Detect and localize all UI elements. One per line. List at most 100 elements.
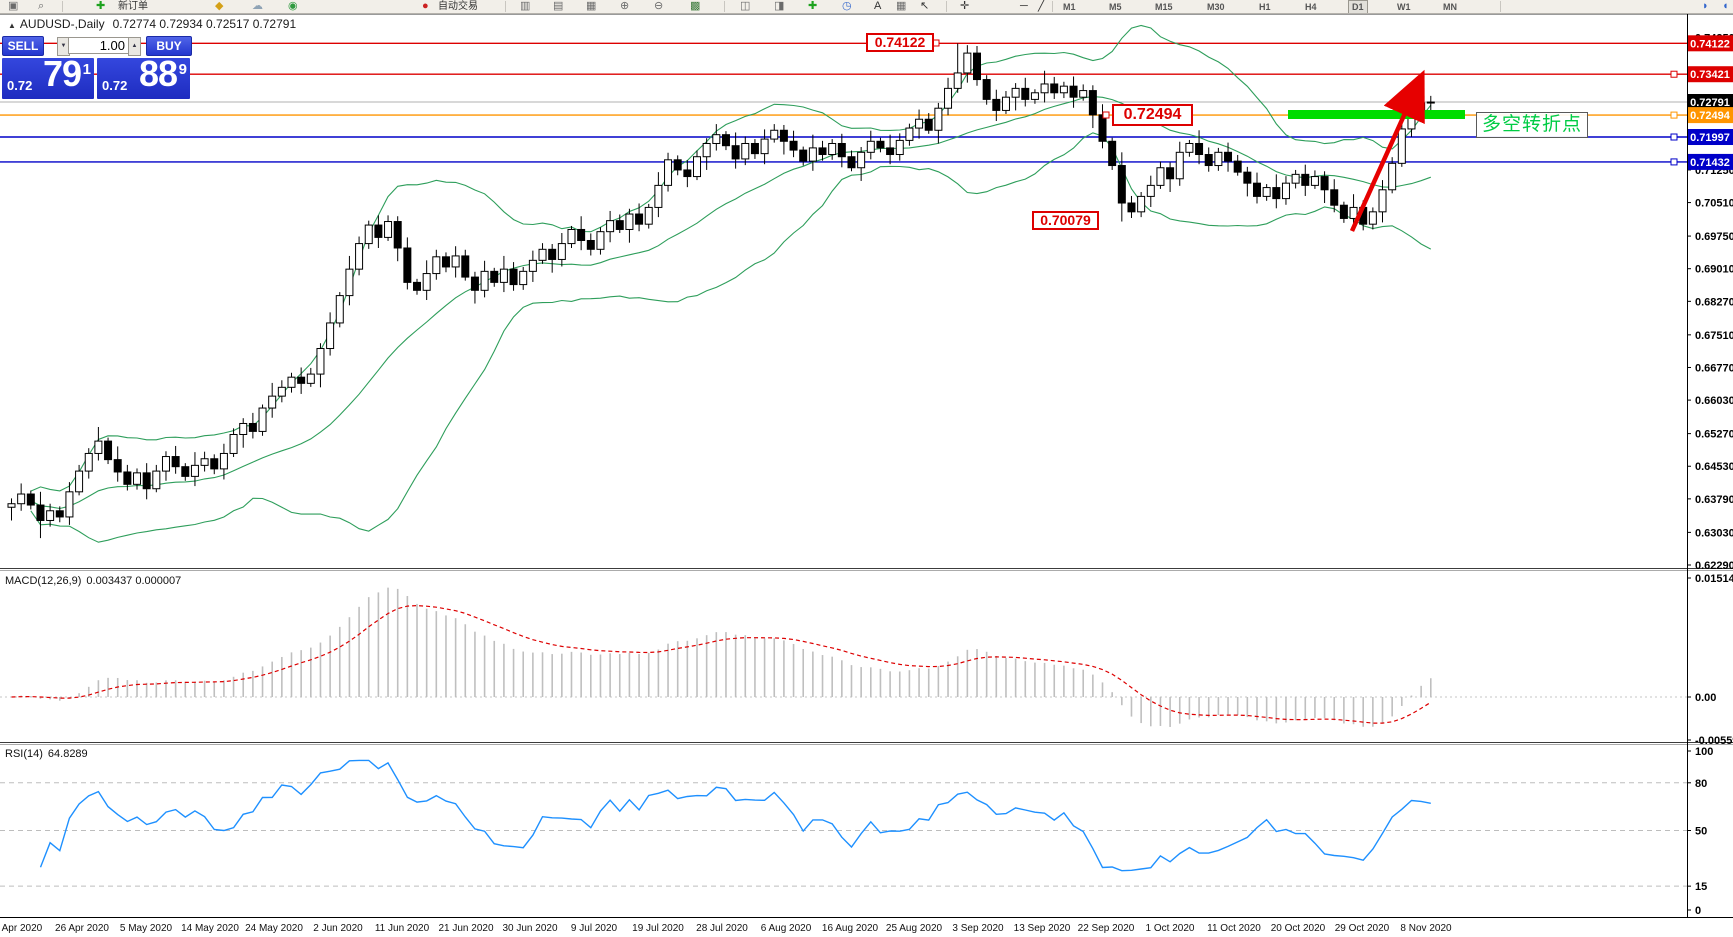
candle-body: [1175, 151, 1184, 180]
buy-button[interactable]: BUY: [146, 36, 192, 56]
candle-body: [693, 156, 702, 178]
candle-chart-type-icon[interactable]: ▤: [553, 0, 564, 12]
candle-body: [1059, 85, 1068, 94]
timeframe-button-d1[interactable]: D1: [1348, 0, 1368, 13]
volume-increase-button[interactable]: ▲: [128, 37, 141, 56]
autotrading-button[interactable]: 自动交易: [438, 1, 478, 12]
price-badge: [1688, 107, 1733, 124]
price-tick-label: 0.66770: [1695, 362, 1733, 374]
line-handle[interactable]: [1670, 158, 1678, 166]
market-depth-icon[interactable]: ◆: [215, 0, 224, 12]
line-handle[interactable]: [1102, 111, 1110, 119]
add-indicator-icon[interactable]: ✚: [808, 0, 818, 12]
rsi-name: RSI(14): [5, 748, 43, 760]
candle-body: [441, 256, 450, 268]
timeframe-button-m30[interactable]: M30: [1207, 2, 1225, 12]
buy-price-panel[interactable]: 0.72 88 9: [97, 53, 190, 99]
chat-icon[interactable]: ◖: [1722, 0, 1729, 12]
timeframe-button-mn[interactable]: MN: [1443, 2, 1457, 12]
support-zone-rectangle[interactable]: [1288, 110, 1465, 119]
hline-tool-icon[interactable]: ─: [1020, 0, 1028, 12]
web-terminal-icon[interactable]: ◉: [288, 0, 298, 12]
candle-body: [1088, 90, 1097, 116]
ohlc-values: 0.72774 0.72934 0.72517 0.72791: [112, 17, 297, 31]
text-tool-icon[interactable]: A: [874, 0, 882, 12]
candle-body: [335, 295, 344, 324]
candle-body: [355, 243, 364, 270]
candle-body: [490, 270, 499, 283]
line-handle[interactable]: [1670, 111, 1678, 119]
date-tick-label: 6 Aug 2020: [761, 923, 812, 934]
turning-point-note[interactable]: 多空转折点: [1476, 112, 1588, 138]
crosshair-icon[interactable]: ✛: [960, 0, 970, 12]
sell-price-panel[interactable]: 0.72 79 1: [2, 53, 94, 99]
period-icon[interactable]: ◷: [842, 0, 852, 12]
timeframe-button-h1[interactable]: H1: [1259, 2, 1271, 12]
candle-body: [161, 456, 170, 472]
candle-body: [712, 134, 721, 144]
indicators-icon[interactable]: ▩: [690, 0, 701, 12]
candle-body: [750, 142, 759, 155]
date-tick-label: 6 Apr 2020: [0, 923, 43, 934]
line-chart-type-icon[interactable]: ▦: [586, 0, 597, 12]
candle-body: [963, 52, 972, 74]
new-order-icon[interactable]: ✚: [96, 0, 106, 12]
sell-button[interactable]: SELL: [2, 36, 44, 56]
date-tick-label: 24 May 2020: [245, 923, 303, 934]
new-order-button[interactable]: 新订单: [118, 1, 148, 12]
new-chart-icon[interactable]: ▣: [8, 0, 19, 12]
timeframe-button-m5[interactable]: M5: [1109, 2, 1122, 12]
candle-body: [26, 493, 35, 506]
grid-icon[interactable]: ▦: [896, 0, 907, 12]
candle-body: [384, 221, 393, 238]
candle-body: [1021, 87, 1030, 100]
candle-body: [818, 147, 827, 156]
date-tick-label: 13 Sep 2020: [1014, 923, 1071, 934]
cascade-windows-icon[interactable]: ◨: [774, 0, 785, 12]
candle-body: [1146, 184, 1155, 197]
price-tick-label: 0.66030: [1695, 395, 1733, 407]
cursor-icon[interactable]: ↖: [920, 0, 930, 12]
zoom-in-icon[interactable]: ⊕: [620, 0, 630, 12]
zoom-out-icon[interactable]: ⊖: [654, 0, 664, 12]
candle-body: [567, 228, 576, 245]
date-tick-label: 20 Oct 2020: [1271, 923, 1326, 934]
price-tick-label: 0.69750: [1695, 231, 1733, 243]
price-tick-label: 0.70510: [1695, 198, 1733, 210]
cloud-icon[interactable]: ☁: [252, 0, 263, 12]
timeframe-button-w1[interactable]: W1: [1397, 2, 1411, 12]
toolbar-separator: [1500, 1, 1501, 12]
price-badge-label: 0.71997: [1690, 132, 1730, 144]
pivot-price-label[interactable]: 0.72494: [1112, 104, 1193, 126]
bullish-arrow[interactable]: [1349, 69, 1425, 232]
low-price-label[interactable]: 0.70079: [1032, 211, 1099, 230]
timeframe-button-h4[interactable]: H4: [1305, 2, 1317, 12]
candle-body: [1388, 162, 1397, 191]
candle-body: [770, 129, 779, 140]
collapse-icon[interactable]: ▲: [8, 21, 16, 30]
high-price-label[interactable]: 0.74122: [866, 33, 934, 52]
candle-body: [36, 504, 45, 521]
autotrading-icon[interactable]: ●: [422, 0, 429, 12]
price-badge: [1688, 94, 1733, 110]
timeframe-button-m15[interactable]: M15: [1155, 2, 1173, 12]
candle-body: [277, 386, 286, 397]
bar-chart-type-icon[interactable]: ▥: [520, 0, 531, 12]
sell-price-base: 0.72: [7, 78, 33, 93]
candle-body: [104, 440, 113, 461]
line-handle[interactable]: [1670, 133, 1678, 141]
macd-name: MACD(12,26,9): [5, 575, 82, 587]
candle-body: [519, 270, 528, 286]
candle-body: [683, 169, 692, 178]
trendline-tool-icon[interactable]: ╱: [1038, 0, 1045, 12]
zoom-window-icon[interactable]: ⌕: [38, 0, 45, 12]
timeframe-button-m1[interactable]: M1: [1063, 2, 1076, 12]
candle-body: [210, 458, 219, 470]
line-handle[interactable]: [1670, 70, 1678, 78]
tile-windows-icon[interactable]: ◫: [740, 0, 751, 12]
candle-body: [1281, 182, 1290, 200]
help-icon[interactable]: ◗: [1702, 0, 1709, 12]
volume-input[interactable]: 1.00: [68, 37, 129, 54]
candle-body: [760, 138, 769, 155]
